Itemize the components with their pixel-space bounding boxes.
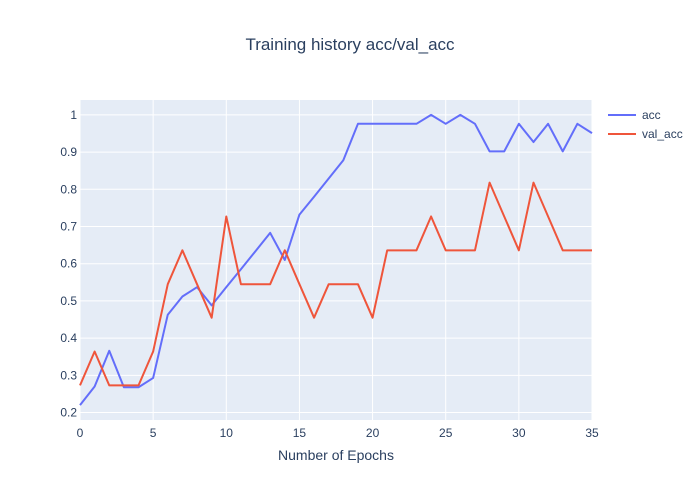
y-tick-label: 0.5 (60, 294, 77, 308)
y-tick-label: 0.6 (60, 257, 77, 271)
y-tick-label: 0.4 (60, 331, 77, 345)
legend-label: val_acc (642, 127, 683, 141)
x-tick-label: 30 (512, 426, 526, 440)
y-tick-label: 0.2 (60, 406, 77, 420)
legend-item-acc[interactable]: acc (608, 108, 661, 122)
x-tick-label: 15 (293, 426, 307, 440)
y-tick-label: 0.7 (60, 220, 77, 234)
series-lines (79, 113, 593, 406)
legend[interactable]: acc val_acc (608, 108, 683, 141)
x-tick-label: 25 (439, 426, 453, 440)
legend-label: acc (642, 108, 661, 122)
plot-area (80, 100, 592, 420)
y-axis-ticks: 0.2 0.3 0.4 0.5 0.6 0.7 0.8 0.9 1 (60, 108, 77, 420)
y-tick-label: 0.3 (60, 368, 77, 382)
x-axis-title: Number of Epochs (278, 447, 394, 463)
series-line-acc[interactable] (79, 113, 593, 406)
y-tick-label: 0.8 (60, 182, 77, 196)
x-tick-label: 5 (150, 426, 157, 440)
series-line-val-acc[interactable] (79, 181, 592, 387)
chart-title: Training history acc/val_acc (245, 35, 455, 54)
x-tick-label: 20 (366, 426, 380, 440)
y-tick-label: 0.9 (60, 145, 77, 159)
x-axis-ticks: 0 5 10 15 20 25 30 35 (77, 426, 599, 440)
x-tick-label: 0 (77, 426, 84, 440)
x-tick-label: 10 (220, 426, 234, 440)
x-tick-label: 35 (585, 426, 599, 440)
legend-item-val-acc[interactable]: val_acc (608, 127, 683, 141)
y-tick-label: 1 (70, 108, 77, 122)
gridlines (79, 100, 593, 420)
